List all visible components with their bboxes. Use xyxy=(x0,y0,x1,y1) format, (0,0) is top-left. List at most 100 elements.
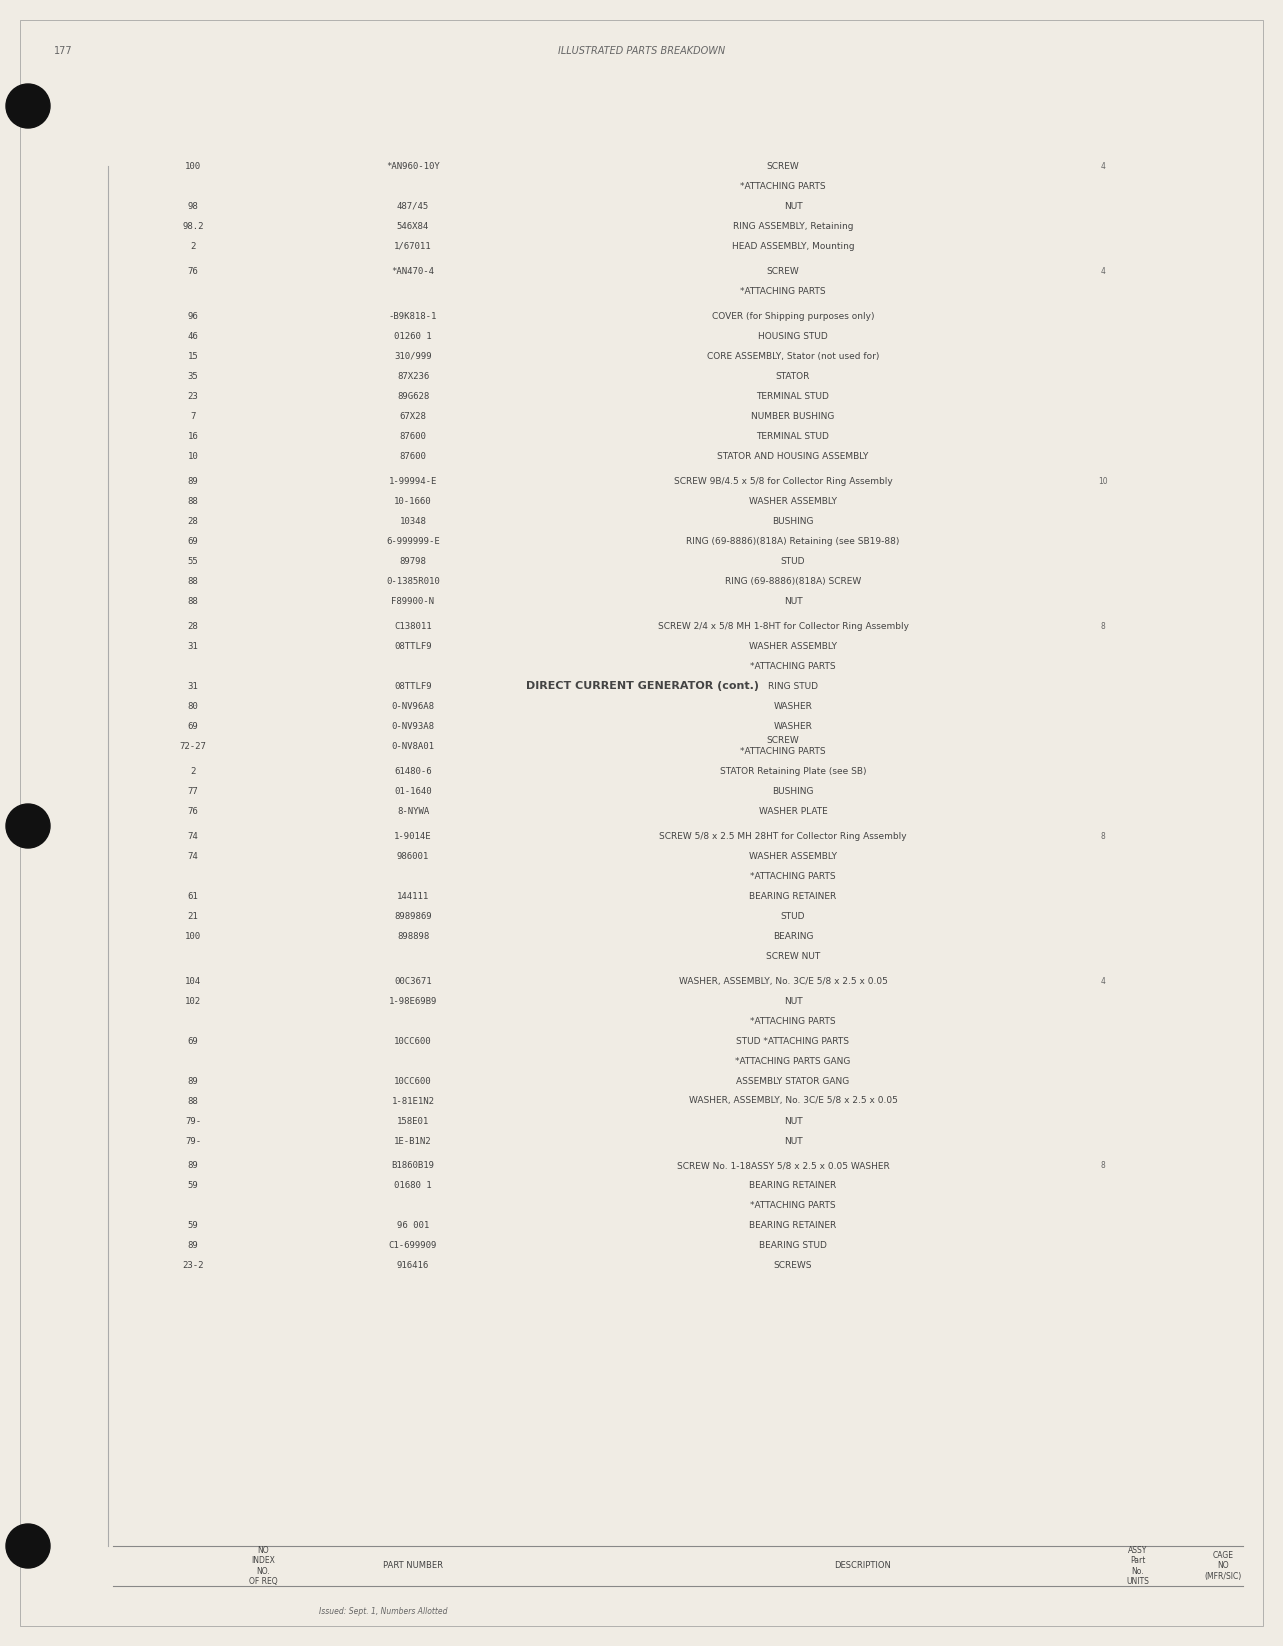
Text: RING ASSEMBLY, Retaining: RING ASSEMBLY, Retaining xyxy=(733,222,853,230)
Text: 8: 8 xyxy=(1101,831,1106,841)
Text: 0-NV8A01: 0-NV8A01 xyxy=(391,741,435,751)
Text: CAGE
NO
(MFR/SIC): CAGE NO (MFR/SIC) xyxy=(1205,1551,1242,1580)
Circle shape xyxy=(6,84,50,128)
Text: 01260 1: 01260 1 xyxy=(394,331,432,341)
Text: 08TTLF9: 08TTLF9 xyxy=(394,642,432,650)
Text: 8989869: 8989869 xyxy=(394,912,432,920)
Text: *ATTACHING PARTS: *ATTACHING PARTS xyxy=(751,662,835,670)
Text: 88: 88 xyxy=(187,497,199,505)
Text: RING (69-8886)(818A) Retaining (see SB19-88): RING (69-8886)(818A) Retaining (see SB19… xyxy=(686,537,899,545)
Text: 0-NV96A8: 0-NV96A8 xyxy=(391,701,435,711)
Text: SCREW 9B/4.5 x 5/8 for Collector Ring Assembly: SCREW 9B/4.5 x 5/8 for Collector Ring As… xyxy=(674,476,893,486)
Text: 16: 16 xyxy=(187,431,199,441)
Text: 55: 55 xyxy=(187,556,199,566)
Text: *ATTACHING PARTS GANG: *ATTACHING PARTS GANG xyxy=(735,1057,851,1065)
Text: 1-99994-E: 1-99994-E xyxy=(389,476,438,486)
Text: 8-NYWA: 8-NYWA xyxy=(396,807,429,815)
Text: BEARING STUD: BEARING STUD xyxy=(760,1241,828,1251)
Text: 28: 28 xyxy=(187,517,199,525)
Text: Issued: Sept. 1, Numbers Allotted: Issued: Sept. 1, Numbers Allotted xyxy=(318,1606,448,1615)
Text: 1-98E69B9: 1-98E69B9 xyxy=(389,996,438,1006)
Text: RING (69-8886)(818A) SCREW: RING (69-8886)(818A) SCREW xyxy=(725,576,861,586)
Text: 59: 59 xyxy=(187,1221,199,1231)
Text: WASHER, ASSEMBLY, No. 3C/E 5/8 x 2.5 x 0.05: WASHER, ASSEMBLY, No. 3C/E 5/8 x 2.5 x 0… xyxy=(689,1096,897,1106)
Text: BEARING RETAINER: BEARING RETAINER xyxy=(749,892,837,900)
Text: 59: 59 xyxy=(187,1182,199,1190)
Text: 102: 102 xyxy=(185,996,201,1006)
Text: 79-: 79- xyxy=(185,1116,201,1126)
Text: NUT: NUT xyxy=(784,996,802,1006)
Text: 67X28: 67X28 xyxy=(399,412,426,420)
Text: 89: 89 xyxy=(187,1076,199,1085)
Text: BEARING RETAINER: BEARING RETAINER xyxy=(749,1182,837,1190)
Text: BUSHING: BUSHING xyxy=(772,787,813,795)
Text: C138011: C138011 xyxy=(394,622,432,630)
Text: NUT: NUT xyxy=(784,1116,802,1126)
Text: WASHER ASSEMBLY: WASHER ASSEMBLY xyxy=(749,497,837,505)
Text: 1-81E1N2: 1-81E1N2 xyxy=(391,1096,435,1106)
Text: RING STUD: RING STUD xyxy=(769,681,819,691)
Text: STUD: STUD xyxy=(781,912,806,920)
Circle shape xyxy=(6,803,50,848)
Text: 1E-B1N2: 1E-B1N2 xyxy=(394,1136,432,1146)
Text: 23-2: 23-2 xyxy=(182,1261,204,1271)
Text: 89798: 89798 xyxy=(399,556,426,566)
Text: 4: 4 xyxy=(1101,161,1106,171)
Text: 89G628: 89G628 xyxy=(396,392,429,400)
Text: BUSHING: BUSHING xyxy=(772,517,813,525)
Text: 76: 76 xyxy=(187,267,199,275)
Text: TERMINAL STUD: TERMINAL STUD xyxy=(757,431,829,441)
Text: DESCRIPTION: DESCRIPTION xyxy=(834,1562,892,1570)
Text: SCREW: SCREW xyxy=(767,161,799,171)
Text: 487/45: 487/45 xyxy=(396,201,429,211)
Text: 88: 88 xyxy=(187,1096,199,1106)
Text: 79-: 79- xyxy=(185,1136,201,1146)
Text: C1-699909: C1-699909 xyxy=(389,1241,438,1251)
Text: 31: 31 xyxy=(187,681,199,691)
Text: 158E01: 158E01 xyxy=(396,1116,429,1126)
Text: 46: 46 xyxy=(187,331,199,341)
Text: 2: 2 xyxy=(190,767,196,775)
Text: STATOR AND HOUSING ASSEMBLY: STATOR AND HOUSING ASSEMBLY xyxy=(717,451,869,461)
Text: 72-27: 72-27 xyxy=(180,741,207,751)
Text: 28: 28 xyxy=(187,622,199,630)
Text: SCREW No. 1-18ASSY 5/8 x 2.5 x 0.05 WASHER: SCREW No. 1-18ASSY 5/8 x 2.5 x 0.05 WASH… xyxy=(676,1162,889,1170)
Text: 8: 8 xyxy=(1101,1162,1106,1170)
Text: ILLUSTRATED PARTS BREAKDOWN: ILLUSTRATED PARTS BREAKDOWN xyxy=(558,46,726,56)
Text: 74: 74 xyxy=(187,851,199,861)
Text: WASHER: WASHER xyxy=(774,721,812,731)
Text: 104: 104 xyxy=(185,976,201,986)
Text: 89: 89 xyxy=(187,1241,199,1251)
Text: *ATTACHING PARTS: *ATTACHING PARTS xyxy=(751,1017,835,1025)
Text: 88: 88 xyxy=(187,596,199,606)
Text: WASHER ASSEMBLY: WASHER ASSEMBLY xyxy=(749,851,837,861)
Text: 35: 35 xyxy=(187,372,199,380)
Text: 69: 69 xyxy=(187,1037,199,1045)
Text: 898898: 898898 xyxy=(396,932,429,940)
Text: STUD *ATTACHING PARTS: STUD *ATTACHING PARTS xyxy=(736,1037,849,1045)
Text: 89: 89 xyxy=(187,476,199,486)
Text: 98.2: 98.2 xyxy=(182,222,204,230)
Text: STATOR Retaining Plate (see SB): STATOR Retaining Plate (see SB) xyxy=(720,767,866,775)
Text: 00C3671: 00C3671 xyxy=(394,976,432,986)
Text: STUD: STUD xyxy=(781,556,806,566)
Text: *ATTACHING PARTS: *ATTACHING PARTS xyxy=(740,286,826,296)
Text: 10348: 10348 xyxy=(399,517,426,525)
Text: PART NUMBER: PART NUMBER xyxy=(384,1562,443,1570)
Text: 10-1660: 10-1660 xyxy=(394,497,432,505)
Text: 23: 23 xyxy=(187,392,199,400)
Text: SCREW: SCREW xyxy=(767,267,799,275)
Text: 61: 61 xyxy=(187,892,199,900)
Text: BEARING: BEARING xyxy=(772,932,813,940)
Text: 87X236: 87X236 xyxy=(396,372,429,380)
Text: 31: 31 xyxy=(187,642,199,650)
Text: *ATTACHING PARTS: *ATTACHING PARTS xyxy=(751,1202,835,1210)
Text: 7: 7 xyxy=(190,412,196,420)
Text: 546X84: 546X84 xyxy=(396,222,429,230)
Text: 21: 21 xyxy=(187,912,199,920)
Text: 986001: 986001 xyxy=(396,851,429,861)
Text: *ATTACHING PARTS: *ATTACHING PARTS xyxy=(751,871,835,881)
Text: 100: 100 xyxy=(185,932,201,940)
Text: 74: 74 xyxy=(187,831,199,841)
Text: 0-NV93A8: 0-NV93A8 xyxy=(391,721,435,731)
